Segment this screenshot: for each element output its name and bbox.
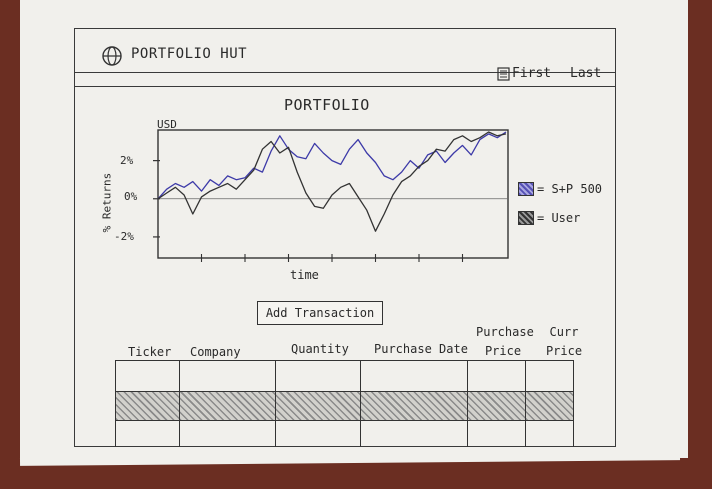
x-tick-marks	[200, 254, 464, 262]
add-transaction-button[interactable]: Add Transaction	[257, 301, 383, 325]
column-header-company[interactable]: Company	[190, 345, 241, 359]
table-row[interactable]	[116, 391, 573, 421]
column-header-purchase-price[interactable]: Purchase Price	[476, 325, 534, 358]
column-divider	[360, 361, 361, 447]
chart-title: PORTFOLIO	[284, 96, 370, 114]
series-line-sp500	[157, 131, 507, 200]
paper-background	[20, 0, 688, 458]
chart-plot-frame	[157, 129, 509, 259]
globe-icon[interactable]	[101, 45, 123, 67]
legend-item-user: = User	[518, 211, 580, 225]
x-axis-label: time	[290, 268, 319, 282]
legend-swatch-user	[518, 211, 534, 225]
column-divider	[525, 361, 526, 447]
y-tick-label: 2%	[120, 154, 134, 167]
chart-series	[157, 131, 507, 232]
table-row[interactable]	[116, 419, 573, 445]
column-divider	[275, 361, 276, 447]
legend-label-sp500: = S+P 500	[537, 182, 603, 196]
transactions-table	[115, 360, 574, 447]
column-header-quantity[interactable]: Quantity	[291, 342, 349, 356]
legend-label-user: = User	[537, 211, 581, 225]
document-icon	[497, 66, 510, 81]
column-header-purchase-date[interactable]: Purchase Date	[374, 342, 468, 356]
y-axis-label: % Returns	[100, 172, 114, 233]
app-title: PORTFOLIO HUT	[131, 46, 248, 62]
column-header-ticker[interactable]: Ticker	[128, 345, 172, 359]
y-tick-label: 0%	[124, 190, 138, 203]
column-header-curr-price[interactable]: Curr Price	[545, 325, 583, 358]
legend-swatch-sp500	[518, 182, 534, 196]
column-divider	[179, 361, 180, 447]
nav-first-label: First	[512, 66, 552, 81]
chart-unit-label: USD	[157, 118, 177, 131]
legend-item-sp500: = S+P 500	[518, 182, 602, 196]
nav-divider	[74, 86, 616, 87]
y-tick-label: -2%	[114, 230, 134, 243]
header-divider	[74, 72, 616, 73]
column-divider	[467, 361, 468, 447]
app-window-frame	[74, 28, 616, 447]
series-line-user	[157, 131, 507, 232]
nav-last-link[interactable]: Last	[570, 66, 602, 81]
portfolio-line-chart	[153, 129, 509, 262]
nav-first-link[interactable]: First	[497, 66, 551, 81]
